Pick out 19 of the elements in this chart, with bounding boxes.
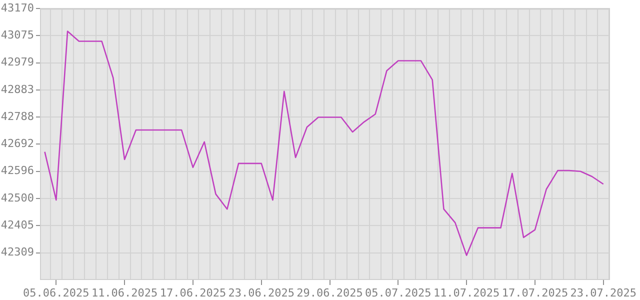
y-tick-label: 42883 (0, 82, 34, 96)
x-tick-label: 17.07.2025 (502, 286, 568, 300)
y-tick-label: 42788 (0, 110, 34, 123)
x-tick-label: 17.06.2025 (160, 286, 226, 300)
y-tick-label: 43075 (0, 28, 34, 42)
x-tick-label: 11.07.2025 (433, 286, 500, 300)
x-tick-label: 29.06.2025 (296, 286, 363, 300)
y-tick-label: 42405 (0, 218, 34, 232)
x-tick-label: 05.06.2025 (23, 286, 90, 300)
y-tick-label: 42596 (0, 164, 34, 178)
y-tick-label: 42692 (0, 137, 34, 150)
y-tick-label: 42500 (0, 191, 34, 204)
y-tick-label: 43170 (0, 1, 34, 14)
x-tick-label: 05.07.2025 (365, 286, 432, 300)
x-tick-label: 11.06.2025 (91, 286, 158, 300)
x-tick-label: 23.07.2025 (570, 286, 636, 300)
y-tick-label: 42309 (0, 246, 34, 259)
y-tick-label: 42979 (0, 56, 34, 69)
x-tick-label: 23.06.2025 (228, 286, 294, 300)
